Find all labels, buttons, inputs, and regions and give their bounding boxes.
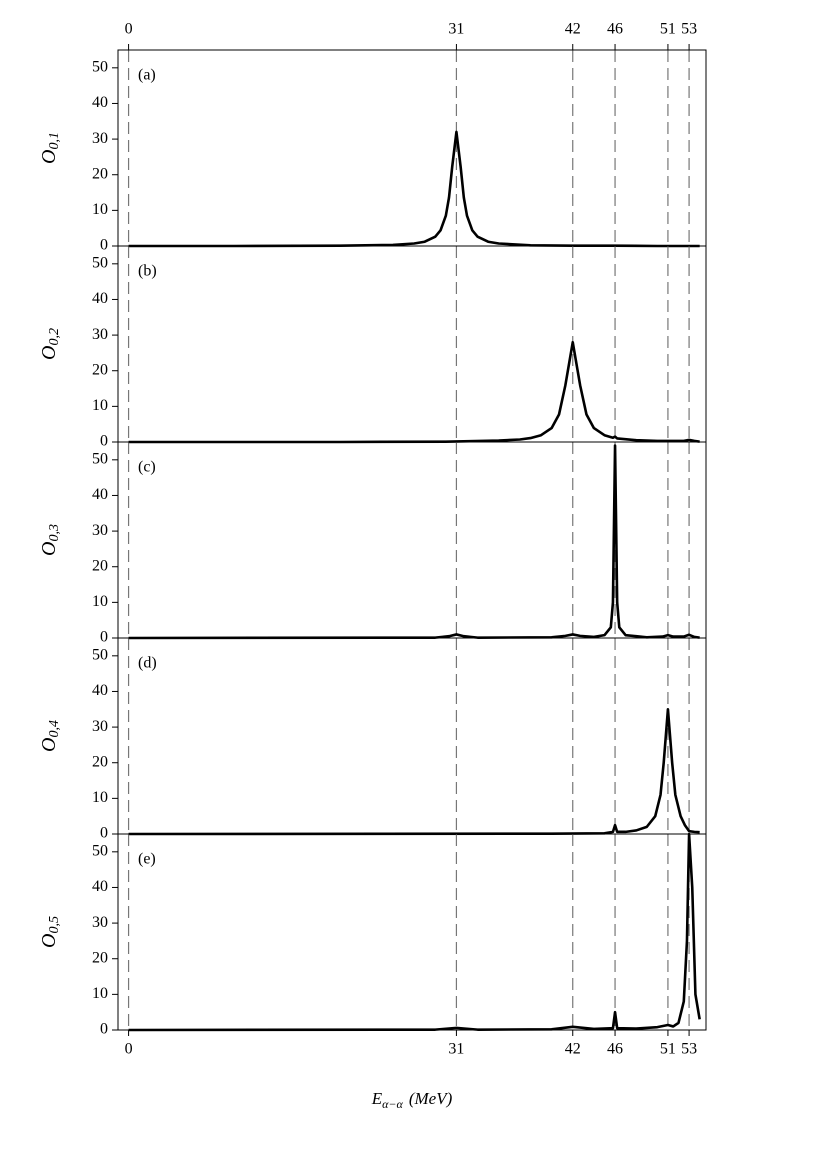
panel-label: (d) [138,655,157,672]
x-tick-label: 42 [565,21,581,38]
data-line [128,707,700,836]
x-tick-label: 46 [607,21,623,38]
y-label-subscript: 0,2 [47,328,62,346]
y-tick-label: 10 [92,397,108,414]
y-tick-label: 40 [92,94,108,111]
y-tick-label: 40 [92,682,108,699]
y-label-main: O [38,738,60,752]
y-label-main: O [38,934,60,948]
x-tick-label: 31 [448,21,464,38]
panel-frame [117,833,707,1031]
x-label-subscript: α−α [382,1097,403,1111]
y-tick-label: 20 [92,557,108,574]
y-tick-label: 50 [92,450,108,467]
y-label-subscript: 0,5 [47,916,62,934]
panel-frame [117,637,707,835]
panel-label: (c) [138,459,156,476]
panel-label: (b) [138,263,157,280]
data-line [128,832,701,1032]
x-label-main: E [371,1089,383,1108]
y-tick-label: 40 [92,486,108,503]
y-tick-label: 20 [92,165,108,182]
y-tick-label: 20 [92,361,108,378]
y-tick-label: 0 [100,825,108,842]
y-tick-label: 30 [92,130,108,147]
x-tick-label: 46 [607,1041,623,1058]
y-tick-label: 30 [92,522,108,539]
x-tick-label: 31 [448,1041,464,1058]
y-label-main: O [38,150,60,164]
y-label-subscript: 0,4 [47,720,62,738]
y-tick-label: 30 [92,914,108,931]
y-tick-label: 0 [100,433,108,450]
panel-label: (e) [138,851,156,868]
y-axis-label: O0,3 [38,524,63,556]
x-tick-label: 42 [565,1041,581,1058]
y-axis-label: O0,4 [38,720,63,752]
y-tick-label: 30 [92,718,108,735]
y-tick-label: 40 [92,878,108,895]
y-tick-label: 30 [92,326,108,343]
panel-frame [117,49,707,247]
y-label-main: O [38,346,60,360]
y-tick-label: 20 [92,753,108,770]
y-axis-label: O0,5 [38,916,63,948]
y-axis-label: O0,2 [38,328,63,360]
data-line [128,340,700,444]
y-label-main: O [38,542,60,556]
y-tick-label: 0 [100,1021,108,1038]
data-line [128,444,700,640]
y-tick-label: 20 [92,949,108,966]
x-tick-label: 0 [125,1041,133,1058]
y-axis-label: O0,1 [38,132,63,164]
x-tick-label: 53 [681,1041,697,1058]
y-tick-label: 50 [92,58,108,75]
x-tick-label: 51 [660,21,676,38]
x-tick-label: 51 [660,1041,676,1058]
y-tick-label: 10 [92,593,108,610]
y-tick-label: 40 [92,290,108,307]
y-tick-label: 10 [92,789,108,806]
y-tick-label: 0 [100,629,108,646]
y-tick-label: 50 [92,254,108,271]
y-tick-label: 10 [92,985,108,1002]
panel-label: (a) [138,67,156,84]
x-tick-label: 53 [681,21,697,38]
x-tick-label: 0 [125,21,133,38]
data-line [128,130,700,248]
y-tick-label: 50 [92,842,108,859]
x-label-unit: (MeV) [409,1089,453,1108]
x-axis-label: Eα−α (MeV) [371,1089,453,1111]
y-label-subscript: 0,1 [47,132,62,150]
y-label-subscript: 0,3 [47,524,62,542]
y-tick-label: 0 [100,237,108,254]
panel-frame [117,245,707,443]
y-tick-label: 10 [92,201,108,218]
y-tick-label: 50 [92,646,108,663]
